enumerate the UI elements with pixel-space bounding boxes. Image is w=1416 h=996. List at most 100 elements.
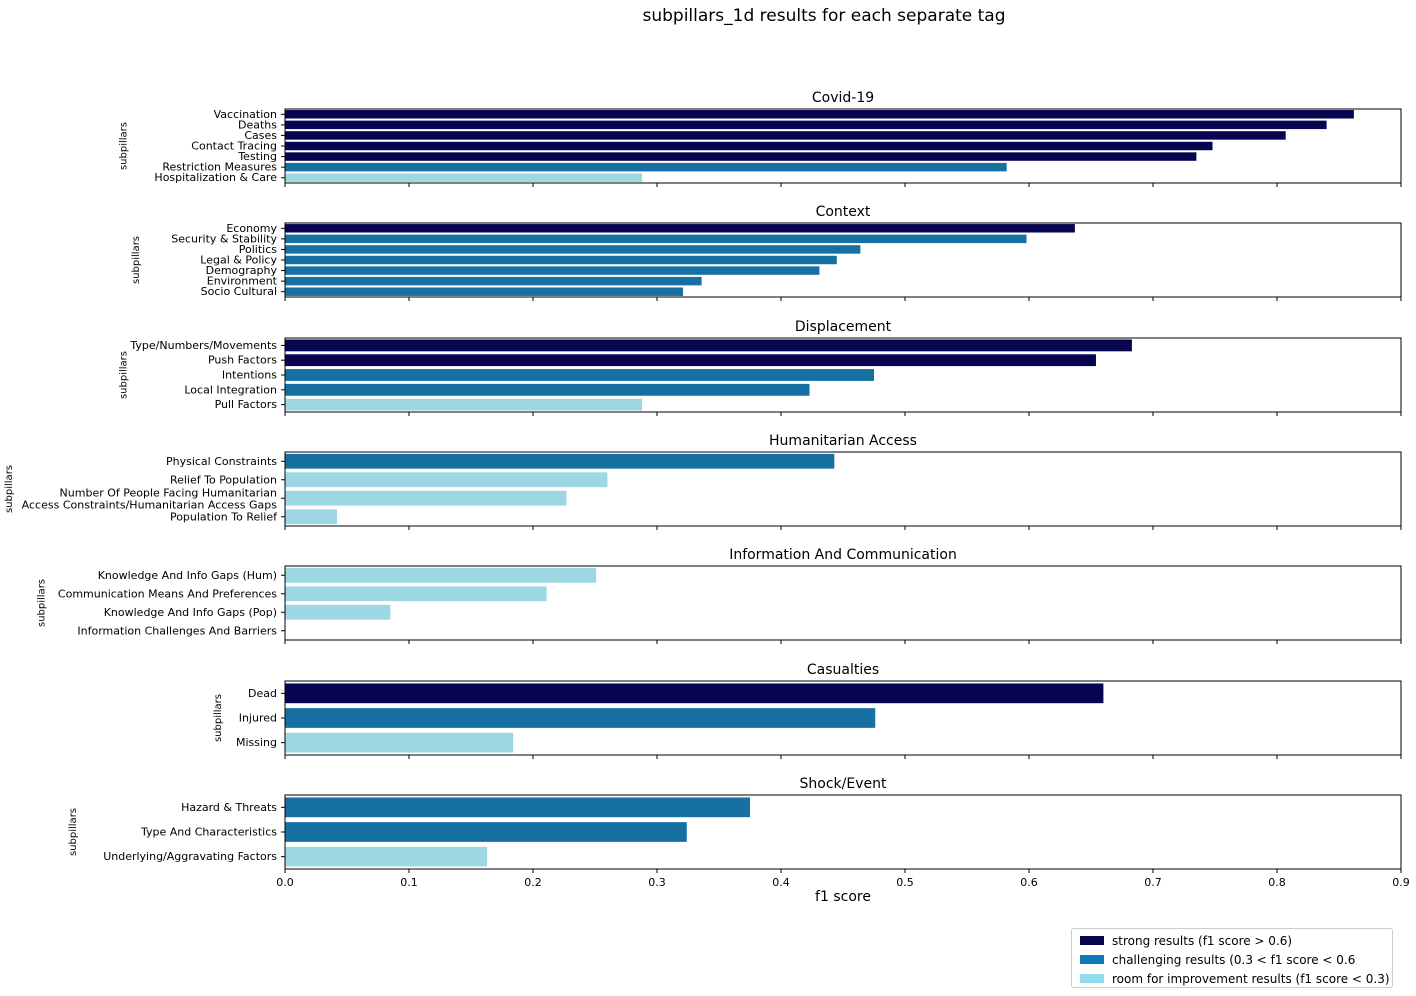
category-label: Type/Numbers/Movements	[129, 339, 277, 352]
bar	[285, 234, 1027, 244]
bar	[285, 604, 391, 620]
category-label: Number Of People Facing Humanitarian Acce…	[22, 486, 278, 511]
panel-title: Shock/Event	[800, 776, 887, 792]
y-axis-label: subpillars	[68, 808, 79, 856]
bar	[285, 732, 514, 753]
category-label: Security & Stability	[171, 232, 277, 245]
bar	[285, 453, 835, 469]
category-label: Legal & Policy	[200, 254, 277, 267]
panel-title: Displacement	[795, 319, 892, 335]
x-tick-label: 0.2	[524, 876, 542, 889]
y-axis-label: subpillars	[4, 465, 15, 513]
category-label-line: Number Of People Facing Humanitarian	[60, 486, 277, 499]
bar	[285, 162, 1007, 172]
axes-frame	[284, 794, 1402, 870]
legend-item: strong results (f1 score > 0.6)	[1080, 931, 1384, 950]
legend-swatch	[1080, 936, 1104, 945]
category-label: Injured	[239, 712, 277, 725]
bar	[285, 586, 547, 602]
category-label: Cases	[244, 129, 277, 142]
category-label: Physical Constraints	[166, 455, 277, 468]
category-label: Restriction Measures	[162, 161, 277, 174]
panel-5: Casualties Dead Injured Missing subpillars	[213, 662, 1402, 759]
y-axis-label: subpillars	[213, 694, 224, 742]
bar	[285, 398, 643, 411]
panel-title: Information And Communication	[729, 547, 957, 563]
bar	[285, 354, 1096, 367]
legend-item: room for improvement results (f1 score <…	[1080, 969, 1390, 988]
category-label: Deaths	[238, 118, 277, 131]
legend-item: challenging results (0.3 < f1 score < 0.…	[1080, 950, 1384, 969]
bar	[285, 490, 567, 506]
bar	[285, 131, 1286, 140]
category-label: Pull Factors	[215, 398, 278, 411]
bar	[285, 152, 1197, 161]
panel-title: Covid-19	[812, 90, 874, 106]
category-label: Missing	[236, 736, 277, 749]
bar	[285, 472, 608, 488]
panel-title: Humanitarian Access	[769, 433, 917, 449]
x-tick-label: 0.3	[648, 876, 666, 889]
category-label: Environment	[207, 275, 278, 288]
category-label: Push Factors	[208, 354, 277, 367]
category-label: Testing	[237, 150, 277, 163]
bar	[285, 339, 1132, 352]
panel-6: Shock/Event Hazard & Threats Type And Char…	[68, 776, 1410, 889]
x-tick-label: 0.0	[276, 876, 294, 889]
panel-2: Displacement Type/Numbers/Movements Push F…	[118, 319, 1402, 416]
panel-4: Information And Communication Knowledge A…	[37, 547, 1402, 644]
category-label: Information Challenges And Barriers	[77, 624, 277, 637]
bar	[285, 287, 684, 296]
legend-swatch	[1080, 974, 1104, 983]
bar	[285, 245, 861, 254]
bar	[285, 110, 1354, 119]
category-label: Contact Tracing	[191, 140, 277, 153]
category-label-line: Access Constraints/Humanitarian Access G…	[22, 498, 278, 511]
legend-label: strong results (f1 score > 0.6)	[1112, 933, 1293, 948]
category-label: Vaccination	[214, 108, 277, 121]
legend-label: challenging results (0.3 < f1 score < 0.…	[1112, 952, 1356, 967]
y-axis-label: subpillars	[37, 579, 48, 627]
x-tick-label: 0.9	[1392, 876, 1410, 889]
axes-frame	[284, 108, 1402, 184]
category-label: Economy	[226, 222, 277, 235]
axes-frame	[284, 451, 1402, 527]
figure-title: subpillars_1d results for each separate …	[642, 6, 1005, 26]
x-tick-label: 0.7	[1144, 876, 1162, 889]
x-tick-label: 0.6	[1020, 876, 1038, 889]
category-label: Underlying/Aggravating Factors	[103, 850, 277, 863]
category-label: Intentions	[222, 369, 277, 382]
x-tick-label: 0.4	[772, 876, 790, 889]
bar	[285, 141, 1213, 151]
category-label: Knowledge And Info Gaps (Hum)	[98, 569, 277, 582]
y-axis-label: subpillars	[131, 236, 142, 284]
bar	[285, 120, 1327, 130]
axes-frame	[284, 680, 1402, 756]
y-axis-label: subpillars	[118, 351, 129, 399]
bar	[285, 797, 750, 818]
bar	[285, 224, 1075, 233]
category-label: Demography	[206, 264, 278, 277]
category-label: Type And Characteristics	[140, 826, 277, 839]
category-label: Knowledge And Info Gaps (Pop)	[104, 606, 277, 619]
bar	[285, 266, 820, 275]
x-axis-label: f1 score	[815, 889, 871, 905]
category-label: Relief To Population	[170, 473, 277, 486]
panel-3: Humanitarian Access Physical Constraints R…	[4, 433, 1402, 530]
category-label: Socio Cultural	[201, 285, 277, 298]
legend-label: room for improvement results (f1 score <…	[1112, 971, 1390, 986]
bar	[285, 369, 874, 381]
legend-swatch	[1080, 955, 1104, 964]
axes-frame	[284, 337, 1402, 413]
bar	[285, 276, 702, 286]
bar	[285, 683, 1104, 704]
category-label: Population To Relief	[170, 510, 278, 523]
bar	[285, 708, 876, 728]
axes-frame	[284, 222, 1402, 298]
axes-frame	[284, 565, 1402, 641]
panel-title: Context	[816, 204, 871, 220]
bar	[285, 567, 597, 583]
